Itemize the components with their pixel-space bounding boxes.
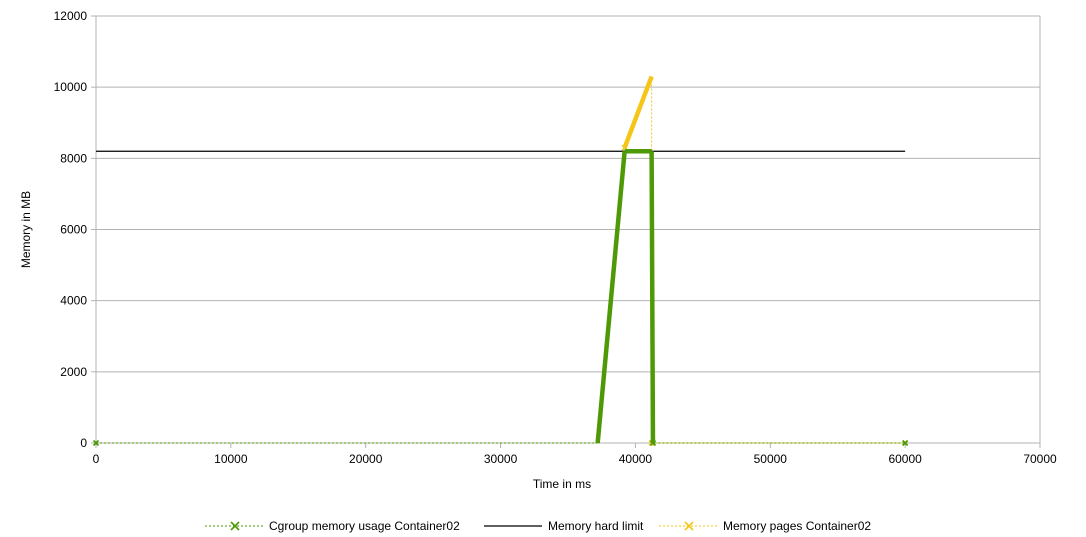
x-tick-label: 60000 <box>888 452 922 466</box>
series-layer <box>92 75 909 447</box>
series-segment <box>622 75 654 149</box>
y-tick-label: 10000 <box>54 80 88 94</box>
series-segment <box>595 151 627 444</box>
legend-marker <box>684 521 694 531</box>
legend-item-2: Memory pages Container02 <box>659 519 871 533</box>
data-point-marker <box>902 439 909 447</box>
y-tick-label: 12000 <box>54 9 88 23</box>
y-tick-label: 6000 <box>60 223 87 237</box>
series-segment <box>649 151 656 444</box>
x-tick-label: 70000 <box>1023 452 1057 466</box>
x-tick-label: 30000 <box>484 452 518 466</box>
y-tick-label: 0 <box>80 436 87 450</box>
legend-label: Cgroup memory usage Container02 <box>269 519 460 533</box>
x-tick-label: 0 <box>93 452 100 466</box>
x-axis-title: Time in ms <box>533 477 591 491</box>
legend-item-0: Cgroup memory usage Container02 <box>205 519 460 533</box>
legend-label: Memory pages Container02 <box>723 519 871 533</box>
legend-label: Memory hard limit <box>548 519 644 533</box>
grid-layer <box>96 15 1041 444</box>
series-0 <box>92 148 909 447</box>
x-tick-label: 10000 <box>214 452 248 466</box>
x-tick-label: 20000 <box>349 452 383 466</box>
y-tick-label: 4000 <box>60 294 87 308</box>
series-2 <box>621 75 909 447</box>
y-axis-title: Memory in MB <box>19 191 33 268</box>
y-tick-label: 8000 <box>60 151 87 165</box>
legend: Cgroup memory usage Container02 Memory ha… <box>205 519 871 533</box>
y-tick-label: 2000 <box>60 365 87 379</box>
axis-layer: 0 2000 4000 6000 8000 10000 12000 0 10000 20000 30… <box>54 9 1057 466</box>
data-point-marker <box>649 439 657 447</box>
legend-item-1: Memory hard limit <box>484 519 644 533</box>
legend-marker <box>230 521 240 531</box>
x-tick-label: 50000 <box>754 452 788 466</box>
x-tick-label: 40000 <box>619 452 653 466</box>
data-point-marker <box>92 439 100 447</box>
